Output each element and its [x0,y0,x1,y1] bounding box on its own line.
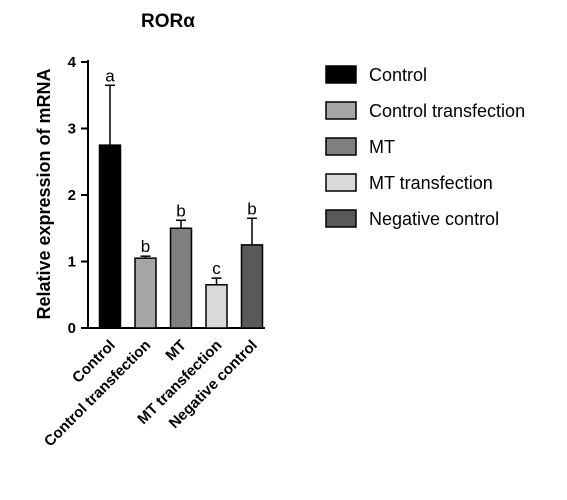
y-axis-title: Relative expression of mRNA [34,68,54,319]
bar [205,284,228,329]
legend-label: MT [369,137,395,157]
legend-label: Control [369,65,427,85]
legend-swatch [325,101,357,120]
y-tick-label: 0 [68,320,76,337]
legend-swatch [325,209,357,228]
legend-label: Negative control [369,209,499,229]
legend-swatch [325,137,357,156]
significance-label: b [247,199,256,218]
significance-label: a [105,66,115,85]
axes: 0 1 2 3 4 [68,54,265,337]
significance-label: c [212,259,221,278]
y-tick-label: 4 [68,54,77,71]
significance-labels: a b b c b [105,66,256,278]
legend-swatch [325,65,357,84]
bar [98,144,122,329]
y-tick-label: 1 [68,254,76,271]
y-tick-label: 3 [68,121,76,138]
legend: Control Control transfection MT MT transfec… [325,65,525,229]
bar [169,227,193,329]
significance-label: b [141,237,150,256]
legend-label: MT transfection [369,173,493,193]
error-bars [105,84,257,285]
bar [134,257,157,329]
y-tick-label: 2 [68,187,76,204]
bar [240,244,264,329]
category-label: MT [162,337,189,364]
significance-label: b [176,201,185,220]
legend-swatch [325,173,357,192]
bars [98,144,264,329]
chart-title: RORα [141,11,195,32]
legend-label: Control transfection [369,101,525,121]
